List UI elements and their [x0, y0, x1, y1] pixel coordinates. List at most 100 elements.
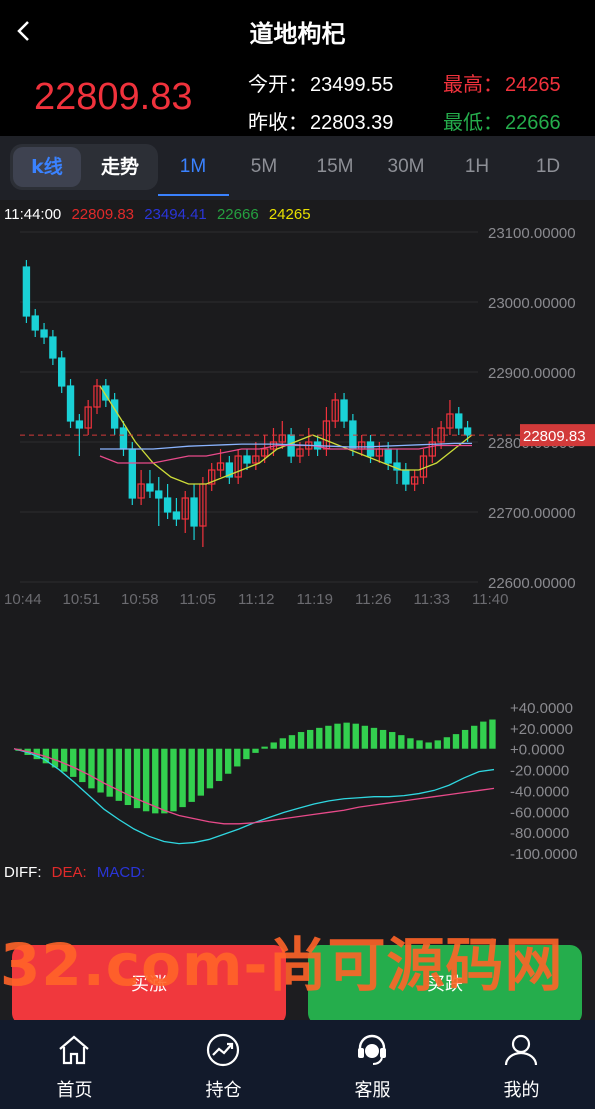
- tab-bar: k线 走势 1M 5M 15M 30M 1H 1D: [0, 136, 595, 200]
- period-5m[interactable]: 5M: [250, 156, 278, 177]
- macd-bar: [243, 748, 250, 760]
- nav-service-label: 客服: [354, 1080, 391, 1101]
- macd-bar: [316, 727, 323, 749]
- candle-body: [216, 462, 225, 471]
- macd-macd-label: MACD:: [96, 864, 146, 881]
- nav-mine-label: 我的: [503, 1080, 540, 1101]
- candle-body: [66, 385, 75, 422]
- y-tick-label: 22600.00000: [488, 575, 576, 592]
- candle-body: [455, 413, 463, 429]
- period-15m[interactable]: 15M: [316, 156, 354, 177]
- candle-body: [252, 455, 260, 464]
- candle-body: [384, 448, 392, 464]
- macd-legend: DIFF: DEA: MACD:: [4, 864, 151, 881]
- macd-bar: [206, 748, 214, 789]
- candle-body: [190, 497, 198, 527]
- buy-down-button[interactable]: 买跌: [308, 945, 582, 1025]
- macd-bar: [352, 723, 359, 749]
- nav-mine[interactable]: 我的: [447, 1020, 595, 1109]
- x-tick-label: 10:58: [121, 591, 159, 608]
- candle-body: [446, 413, 454, 429]
- candle-body: [22, 266, 31, 317]
- high-stat: 最高： 24265: [443, 68, 561, 97]
- candle-body: [31, 315, 39, 331]
- legend-value-2: 23494.41: [144, 206, 207, 223]
- tab-kline[interactable]: k线: [13, 147, 81, 187]
- macd-y-tick-label: +0.0000: [510, 742, 565, 759]
- nav-home-label: 首页: [56, 1080, 93, 1101]
- nav-positions[interactable]: 持仓: [149, 1020, 298, 1109]
- period-1m[interactable]: 1M: [179, 156, 207, 177]
- period-1h[interactable]: 1H: [464, 156, 490, 177]
- candle-body: [410, 476, 419, 485]
- macd-y-tick-label: -40.0000: [510, 783, 569, 800]
- macd-bar: [152, 748, 159, 814]
- macd-bar: [434, 740, 441, 749]
- macd-bar: [471, 725, 478, 749]
- macd-bar: [115, 748, 122, 801]
- candle-body: [402, 469, 410, 485]
- macd-bar: [270, 742, 277, 749]
- candle-body: [428, 441, 436, 457]
- macd-bar: [97, 748, 104, 793]
- nav-home[interactable]: 首页: [0, 1020, 149, 1109]
- macd-bar: [334, 723, 341, 749]
- period-1d[interactable]: 1D: [535, 156, 561, 177]
- macd-y-tick-label: -20.0000: [510, 763, 569, 780]
- candle-body: [110, 399, 119, 429]
- candle-body: [225, 462, 234, 478]
- macd-bar: [407, 738, 414, 749]
- candle-body: [234, 455, 242, 478]
- x-tick-label: 11:19: [297, 591, 333, 608]
- candle-body: [296, 448, 304, 457]
- candle-body: [49, 336, 57, 359]
- macd-y-tick-label: -80.0000: [510, 825, 569, 842]
- candle-body: [163, 497, 172, 513]
- macd-bar: [361, 725, 369, 749]
- tab-trend[interactable]: 走势: [100, 156, 139, 178]
- macd-bar: [288, 735, 296, 749]
- macd-bar: [51, 748, 59, 768]
- candle-body: [155, 490, 163, 499]
- x-tick-label: 11:12: [238, 591, 274, 608]
- moving-average-line: [100, 442, 472, 450]
- back-arrow-icon[interactable]: [10, 16, 40, 46]
- high-value: 24265: [505, 74, 561, 96]
- macd-bar: [389, 732, 396, 749]
- candle-body: [146, 483, 154, 492]
- high-label: 最高：: [443, 74, 503, 96]
- legend-time: 11:44:00: [4, 206, 62, 223]
- y-tick-label: 23000.00000: [488, 295, 576, 312]
- open-stat: 今开： 23499.55: [248, 68, 393, 97]
- x-tick-label: 10:44: [4, 591, 42, 608]
- watermark: 32.com-尚可源码网: [0, 931, 564, 999]
- chart-mode-switch: k线 走势: [10, 144, 158, 190]
- macd-bar: [106, 748, 113, 797]
- candle-body: [243, 455, 251, 464]
- x-tick-label: 11:26: [355, 591, 391, 608]
- current-price: 22809.83: [34, 76, 193, 118]
- macd-bar: [88, 748, 95, 789]
- candle-body: [84, 406, 92, 429]
- candle-body: [102, 385, 110, 401]
- kline-chart[interactable]: 23100.0000023000.0000022900.0000022800.0…: [0, 200, 595, 620]
- prev-close-stat: 昨收： 22803.39: [248, 106, 393, 135]
- macd-bar: [179, 748, 186, 808]
- buy-up-button[interactable]: 买涨: [12, 945, 286, 1025]
- macd-bar: [133, 748, 141, 809]
- macd-chart[interactable]: +40.0000 +20.0000 +0.0000 -20.0000 -40.0000 -…: [0, 690, 595, 860]
- macd-y-tick-label: -60.0000: [510, 804, 569, 821]
- period-30m[interactable]: 30M: [387, 156, 425, 177]
- y-tick-label: 22900.00000: [488, 365, 576, 382]
- macd-bar: [279, 738, 287, 749]
- candle-body: [75, 420, 84, 429]
- macd-bar: [461, 729, 469, 749]
- macd-bar: [416, 740, 423, 749]
- user-icon: [504, 1034, 538, 1066]
- moving-average-line: [99, 444, 472, 464]
- macd-bar: [197, 748, 205, 796]
- candle-body: [119, 427, 128, 450]
- nav-service[interactable]: 客服: [298, 1020, 447, 1109]
- macd-bar: [170, 748, 177, 812]
- trend-chart-icon: [206, 1033, 240, 1067]
